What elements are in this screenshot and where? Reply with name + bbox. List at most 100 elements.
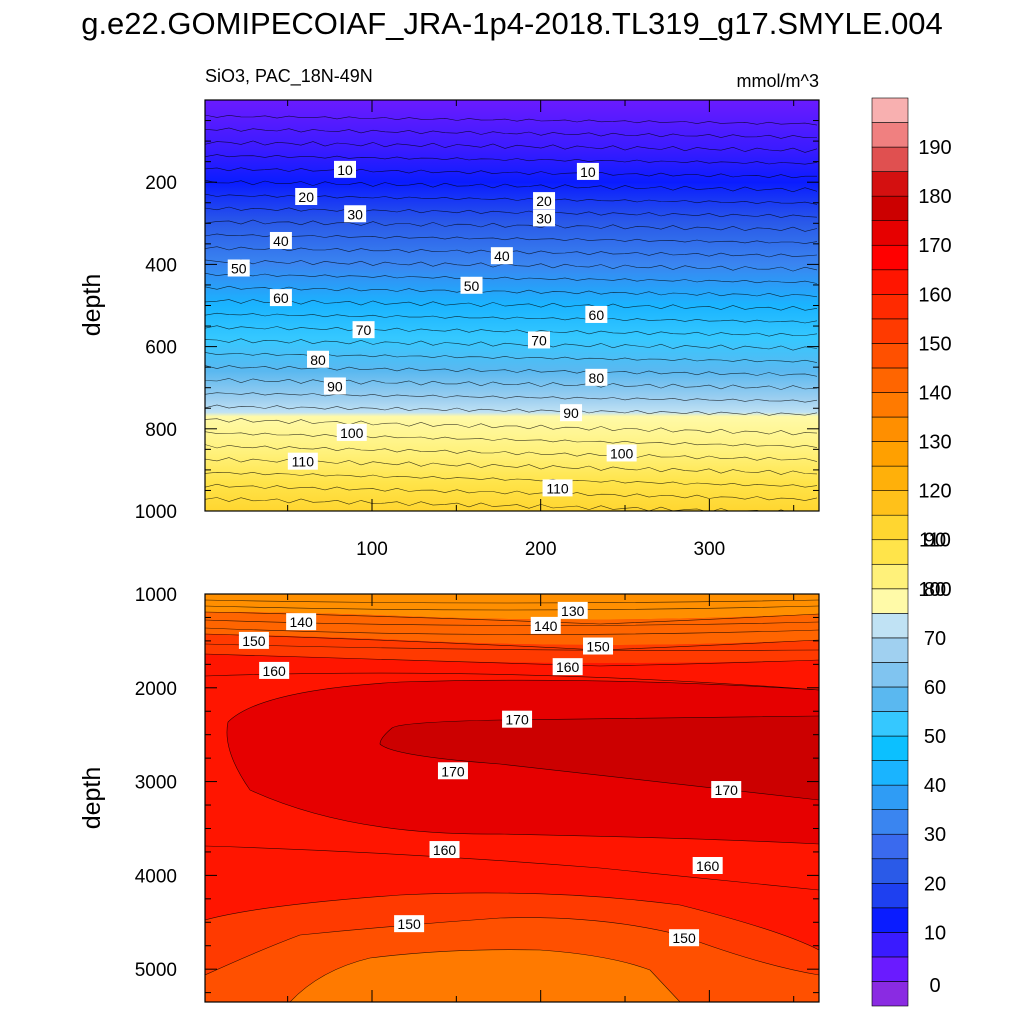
contour-label: 110 [542, 479, 573, 497]
colorbar-box [871, 981, 909, 1007]
colorbar-box [871, 97, 909, 123]
colorbar-box [871, 662, 909, 688]
svg-text:90: 90 [327, 378, 343, 394]
colorbar-box [871, 343, 909, 369]
svg-text:130: 130 [561, 603, 585, 619]
svg-text:150: 150 [672, 930, 696, 946]
contour-label: 170 [437, 762, 468, 780]
colorbar-box [871, 195, 909, 222]
chart-title: g.e22.GOMIPECOIAF_JRA-1p4-2018.TL319_g17… [81, 6, 943, 41]
colorbar-box [871, 686, 909, 712]
colorbar-box [871, 784, 909, 810]
colorbar-box [871, 392, 909, 418]
contour-line [205, 154, 818, 165]
colorbar-box [871, 294, 909, 320]
colorbar-box [871, 416, 909, 442]
contour-line [289, 949, 681, 1002]
svg-text:30: 30 [536, 210, 552, 226]
bottom-panel-y-axis: 1000 2000 3000 4000 5000 [135, 585, 819, 994]
contour-label: 30 [344, 205, 367, 223]
contour-label: 70 [527, 331, 550, 349]
contour-label: 80 [585, 368, 608, 386]
svg-text:160: 160 [262, 663, 286, 679]
colorbar-box [871, 318, 909, 344]
bottom-panel-ylabel: depth [78, 767, 106, 830]
colorbar-label: 190 [918, 137, 951, 159]
bottom-panel-frame [204, 593, 820, 1003]
contour-line [205, 338, 818, 351]
panel-units-label: mmol/m^3 [737, 71, 819, 91]
band-bottom-140 [290, 949, 680, 1002]
colorbar-label: 160 [918, 284, 951, 306]
svg-text:40: 40 [494, 248, 510, 264]
svg-text:70: 70 [356, 322, 372, 338]
colorbar-box [871, 613, 909, 639]
colorbar-box [871, 171, 909, 197]
colorbar-box [871, 735, 909, 761]
x-tick-label: 200 [525, 539, 557, 560]
contour-label: 80 [307, 350, 330, 368]
band-130 [205, 594, 819, 620]
svg-text:170: 170 [441, 763, 465, 779]
svg-text:170: 170 [715, 782, 739, 798]
svg-text:90: 90 [563, 405, 579, 421]
contour-label: 10 [576, 162, 599, 180]
contour-line [205, 431, 818, 448]
contour-label: 160 [429, 841, 460, 859]
y-tick-label: 1000 [135, 585, 177, 606]
colorbar-labels: 0 10 20 30 40 50 60 70 80 90 100 110 120 130 140 150 160… [918, 137, 951, 997]
y-tick-label: 2000 [135, 679, 177, 700]
contour-line [205, 219, 818, 232]
svg-text:140: 140 [289, 614, 313, 630]
contour-line [205, 272, 818, 284]
colorbar-label: 60 [924, 677, 946, 699]
contour-label: 140 [286, 613, 317, 631]
bottom-panel-x-axis [287, 594, 795, 1002]
contour-label: 40 [490, 247, 513, 265]
svg-text:160: 160 [556, 659, 580, 675]
contour-label: 90 [560, 404, 583, 422]
contour-label: 50 [227, 259, 250, 277]
colorbar-label: 50 [924, 726, 946, 748]
contour-line [205, 633, 819, 651]
svg-text:80: 80 [589, 370, 605, 386]
colorbar: 0 10 20 30 40 50 60 70 80 90 100 110 120 130 140 150 160… [871, 97, 952, 1007]
colorbar-box [871, 760, 909, 786]
svg-text:80: 80 [310, 352, 326, 368]
contour-line [205, 599, 819, 604]
colorbar-box [871, 441, 909, 467]
contour-label: 110 [287, 452, 318, 470]
contour-line [205, 392, 818, 403]
colorbar-box [871, 539, 909, 565]
contour-line [205, 605, 819, 611]
colorbar-label: 140 [918, 382, 951, 404]
y-tick-label: 600 [145, 338, 177, 359]
contour-line [205, 206, 818, 218]
colorbar-box [871, 809, 909, 835]
colorbar-box [871, 146, 909, 172]
contour-label: 170 [711, 781, 742, 799]
colorbar-label: 80 [924, 579, 946, 601]
colorbar-box [871, 637, 909, 663]
colorbar-box [871, 269, 909, 295]
svg-text:30: 30 [347, 206, 363, 222]
colorbar-box [871, 711, 909, 737]
contour-label: 30 [533, 209, 556, 227]
svg-text:60: 60 [589, 307, 605, 323]
colorbar-boxes [871, 97, 909, 1007]
contour-line [205, 417, 818, 436]
svg-text:20: 20 [298, 189, 314, 205]
colorbar-box [871, 367, 909, 393]
colorbar-label: 120 [918, 481, 951, 503]
contour-label: 150 [669, 929, 700, 947]
colorbar-label: 0 [929, 975, 940, 997]
contour-line [205, 378, 818, 390]
colorbar-box [871, 514, 909, 541]
bottom-panel-contours [205, 599, 819, 1002]
svg-text:110: 110 [546, 480, 569, 496]
contour-label: 160 [552, 658, 583, 676]
x-tick-label: 300 [694, 539, 726, 560]
